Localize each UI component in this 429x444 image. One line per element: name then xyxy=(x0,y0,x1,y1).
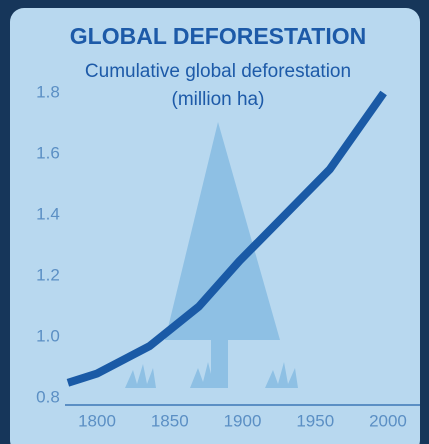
x-tick-label: 1950 xyxy=(296,411,334,430)
x-tick-label: 2000 xyxy=(369,411,407,430)
y-tick-label: 1.2 xyxy=(36,265,60,284)
y-tick-label: 1.8 xyxy=(36,82,60,101)
y-tick-label: 0.8 xyxy=(36,387,60,406)
chart-title: GLOBAL DEFORESTATION xyxy=(70,23,366,49)
x-tick-label: 1850 xyxy=(151,411,189,430)
y-tick-label: 1.6 xyxy=(36,143,60,162)
tree-illustration xyxy=(125,122,298,388)
y-tick-label: 1.0 xyxy=(36,326,60,345)
x-tick-label: 1900 xyxy=(224,411,262,430)
x-tick-label: 1800 xyxy=(78,411,116,430)
chart-subtitle: (million ha) xyxy=(172,89,265,110)
line xyxy=(66,90,387,387)
chart-subtitle: Cumulative global deforestation xyxy=(85,61,351,82)
y-tick-label: 1.4 xyxy=(36,204,60,223)
